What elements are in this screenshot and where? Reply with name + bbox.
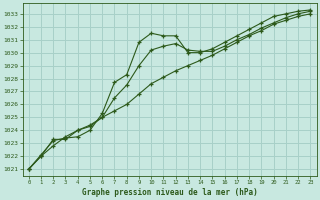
X-axis label: Graphe pression niveau de la mer (hPa): Graphe pression niveau de la mer (hPa) xyxy=(82,188,258,197)
